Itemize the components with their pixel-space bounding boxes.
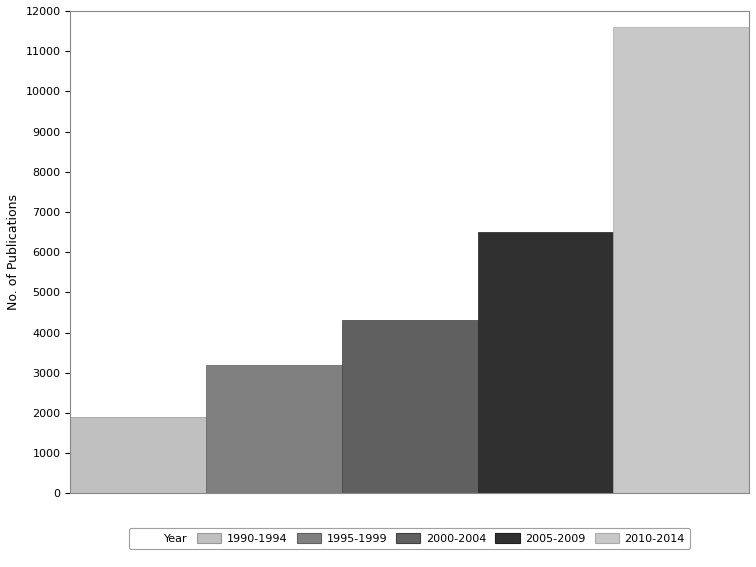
- Bar: [342, 320, 478, 493]
- Bar: [613, 27, 749, 493]
- Bar: [70, 417, 206, 493]
- Bar: [206, 365, 342, 493]
- Y-axis label: No. of Publications: No. of Publications: [7, 194, 20, 310]
- Bar: [478, 232, 613, 493]
- Legend: Year, 1990-1994, 1995-1999, 2000-2004, 2005-2009, 2010-2014: Year, 1990-1994, 1995-1999, 2000-2004, 2…: [129, 528, 690, 549]
